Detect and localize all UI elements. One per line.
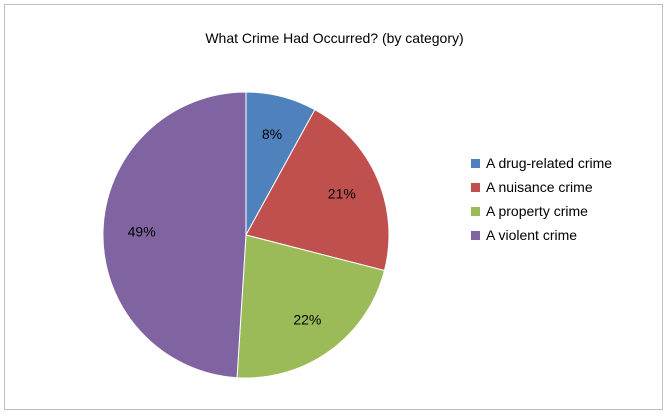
chart-frame: What Crime Had Occurred? (by category) 8… xyxy=(4,4,663,410)
legend-label-drug-related: A drug-related crime xyxy=(486,155,613,171)
legend-label-property: A property crime xyxy=(486,203,588,219)
pie-slice-nuisance xyxy=(245,109,390,272)
legend-swatch-drug-related xyxy=(471,158,480,168)
pie-label-drug-related: 8% xyxy=(262,126,282,142)
pie-slice-violent xyxy=(102,91,247,379)
legend-swatch-nuisance xyxy=(471,182,480,192)
legend-label-violent: A violent crime xyxy=(486,227,578,243)
pie-label-property: 22% xyxy=(293,311,321,327)
pie-label-violent: 49% xyxy=(128,224,156,240)
legend-label-nuisance: A nuisance crime xyxy=(486,179,593,195)
pie-slice-property xyxy=(236,234,386,379)
legend-item-drug-related: A drug-related crime xyxy=(471,151,612,175)
legend-item-nuisance: A nuisance crime xyxy=(471,175,612,199)
legend-item-property: A property crime xyxy=(471,199,612,223)
legend: A drug-related crime A nuisance crime A … xyxy=(471,151,612,247)
chart-title: What Crime Had Occurred? (by category) xyxy=(205,30,464,46)
pie-label-nuisance: 21% xyxy=(328,186,356,202)
legend-swatch-violent xyxy=(471,230,480,240)
legend-item-violent: A violent crime xyxy=(471,223,612,247)
legend-swatch-property xyxy=(471,206,480,216)
pie-chart: 8% 21% 22% 49% xyxy=(102,91,390,379)
